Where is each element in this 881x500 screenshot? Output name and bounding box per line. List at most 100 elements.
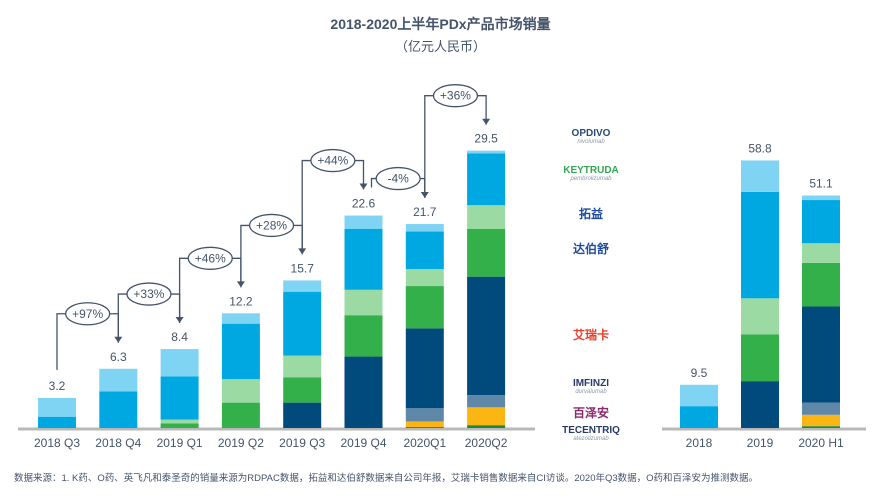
bar-segment-拓益 [802,243,840,263]
bar-segment-艾瑞卡 [741,381,779,428]
growth-label: +33% [133,287,164,301]
growth-bubble [248,213,295,238]
chart-subtitle: （亿元人民币） [394,39,486,54]
legend-sublabel: nivolumab [577,139,605,145]
bar-segment-达伯舒 [405,286,444,329]
total-label: 12.2 [229,294,253,308]
bar-segment-keytruda [38,416,76,428]
growth-bubble [126,282,172,306]
bar-segment-opdivo [344,215,383,229]
total-label: 6.3 [110,350,127,364]
bar-segment-opdivo [802,195,840,201]
bar-segment-艾瑞卡 [283,402,322,428]
bar-segment-达伯舒 [221,402,260,428]
legend-item-5: IMFINZI durvalumab [556,378,626,395]
bar-segment-达伯舒 [802,262,840,307]
legend-label: OPDIVO [571,128,611,139]
x-tick-label: 2019 Q1 [157,436,203,450]
x-tick-label: 2019 Q2 [218,436,264,450]
total-label: 22.6 [352,197,376,211]
legend-label: IMFINZI [572,378,610,389]
growth-label: +36% [440,89,471,103]
bar-segment-keytruda [160,376,199,420]
total-label: 29.5 [474,132,498,146]
bar-segment-达伯舒 [344,315,383,357]
bar-segment-达伯舒 [160,423,199,428]
total-label: 21.7 [413,205,437,219]
bar-segment-opdivo [741,160,779,192]
total-label: 15.7 [291,261,315,275]
x-tick-label: 2019 Q4 [340,436,386,450]
x-tick-label: 2019 [747,436,774,450]
bar-segment-百泽安 [802,426,840,428]
x-tick-label: 2018 [686,436,713,450]
total-label: 58.8 [748,141,772,155]
total-label: 8.4 [171,330,188,344]
legend-sublabel: durvalumab [575,389,607,395]
legend-item-7: TECENTRIQ atezolizumab [556,425,626,442]
bar-segment-keytruda [680,406,718,428]
bar-segment-艾瑞卡 [802,306,840,403]
bar-segment-keytruda [344,228,383,290]
bar-segment-opdivo [467,150,506,154]
growth-bubble [375,166,421,191]
bar-segment-opdivo [38,397,76,417]
chart-title: 2018-2020上半年PDx产品市场销量 [330,16,551,32]
legend-label: 拓益 [578,207,603,221]
total-label: 9.5 [691,366,708,380]
total-label: 51.1 [809,176,833,190]
growth-label: -4% [387,172,409,186]
bar-segment-拓益 [741,298,779,335]
total-label: 3.2 [49,379,66,393]
bar-segment-keytruda [802,200,840,244]
bar-segment-拓益 [160,419,199,424]
bar-segment-imfinzi [405,408,444,422]
bar-segment-拓益 [283,355,322,378]
x-tick-label: 2020Q2 [465,436,508,450]
legend-item-4: 艾瑞卡 [556,326,626,343]
legend-item-3: 达伯舒 [556,240,626,257]
x-tick-label: 2020 H1 [798,436,844,450]
bar-segment-imfinzi [802,402,840,415]
bar-segment-opdivo [221,313,260,324]
arrow-down-icon [482,118,491,125]
bar-segment-keytruda [99,391,138,428]
bar-segment-opdivo [680,384,718,407]
bar-segment-tecentriq [467,407,506,426]
legend-item-2: 拓益 [556,205,626,222]
legend-sublabel: atezolizumab [573,436,609,442]
bar-segment-拓益 [221,379,260,403]
legend-sublabel: pembrolizumab [570,176,612,182]
bar-segment-opdivo [160,349,199,377]
bar-segment-keytruda [467,153,506,206]
legend-label: 达伯舒 [572,242,609,256]
bar-segment-拓益 [405,269,444,287]
legend-item-1: KEYTRUDA pembrolizumab [556,165,626,182]
bar-segment-keytruda [221,323,260,380]
legend-label: 百泽安 [572,406,609,420]
legend-item-0: OPDIVO nivolumab [556,128,626,145]
bar-segment-达伯舒 [741,334,779,382]
growth-bubble [65,302,111,326]
legend-label: 艾瑞卡 [572,328,609,342]
x-tick-label: 2018 Q4 [95,436,141,450]
x-tick-label: 2018 Q3 [34,436,80,450]
bar-segment-拓益 [344,289,383,316]
bar-segment-opdivo [99,368,138,392]
bar-segment-百泽安 [405,427,444,428]
bar-segment-opdivo [283,280,322,292]
bar-segment-tecentriq [802,414,840,427]
bar-segment-拓益 [467,205,506,229]
bar-segment-艾瑞卡 [405,328,444,409]
bar-segment-百泽安 [467,425,506,428]
bar-segment-达伯舒 [467,228,506,277]
arrow-down-icon [359,183,368,190]
growth-bubble [432,84,479,108]
x-tick-label: 2019 Q3 [279,436,325,450]
footnote: 数据来源：1. K药、O药、英飞凡和泰圣奇的销量来源为RDPAC数据，拓益和达伯… [14,473,759,484]
growth-label: +46% [195,251,226,265]
bar-segment-keytruda [405,231,444,270]
chart-canvas: 3.2 2018 Q3 6.3 2018 Q4 8.4 2019 Q1 12.2 2019 Q… [18,84,866,450]
bar-segment-keytruda [283,291,322,356]
legend-item-6: 百泽安 [556,404,626,421]
